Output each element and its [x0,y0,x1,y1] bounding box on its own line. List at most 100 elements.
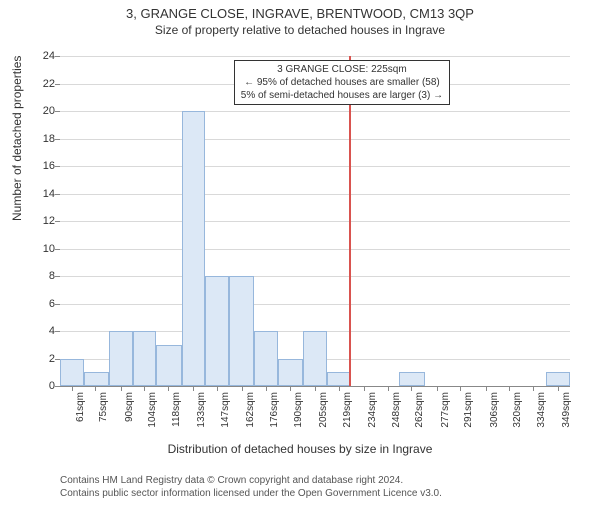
chart-area: 02468101214161820222461sqm75sqm90sqm104s… [60,56,570,386]
ytick-mark [55,249,60,250]
ytick-label: 14 [25,188,55,200]
xtick-label: 205sqm [318,392,329,428]
marker-line [349,56,351,386]
histogram-bar [133,331,157,386]
chart-title: 3, GRANGE CLOSE, INGRAVE, BRENTWOOD, CM1… [0,6,600,21]
xtick-mark [509,386,510,391]
ytick-label: 8 [25,270,55,282]
xtick-mark [364,386,365,391]
xtick-label: 291sqm [463,392,474,428]
xtick-mark [486,386,487,391]
xtick-label: 133sqm [196,392,207,428]
ytick-mark [55,221,60,222]
y-axis-label: Number of detached properties [10,56,24,221]
annotation-box: 3 GRANGE CLOSE: 225sqm← 95% of detached … [234,60,450,105]
xtick-label: 277sqm [440,392,451,428]
xtick-label: 334sqm [536,392,547,428]
xtick-label: 147sqm [220,392,231,428]
copyright: Contains HM Land Registry data © Crown c… [60,474,442,500]
ytick-label: 10 [25,243,55,255]
ytick-label: 18 [25,133,55,145]
ytick-mark [55,194,60,195]
ytick-label: 6 [25,298,55,310]
histogram-bar [229,276,254,386]
gridline-h [60,111,570,112]
histogram-bar [546,372,570,386]
histogram-bar [156,345,181,386]
xtick-label: 234sqm [367,392,378,428]
copyright-line1: Contains HM Land Registry data © Crown c… [60,474,442,487]
xtick-label: 349sqm [561,392,572,428]
ytick-label: 22 [25,78,55,90]
histogram-bar [399,372,424,386]
xtick-label: 176sqm [269,392,280,428]
xtick-mark [144,386,145,391]
xtick-label: 61sqm [75,392,86,422]
histogram-bar [254,331,278,386]
xtick-label: 320sqm [512,392,523,428]
plot: 02468101214161820222461sqm75sqm90sqm104s… [60,56,570,387]
xtick-mark [290,386,291,391]
xtick-label: 75sqm [98,392,109,422]
xtick-mark [266,386,267,391]
xtick-mark [533,386,534,391]
ytick-label: 16 [25,160,55,172]
histogram-bar [278,359,303,387]
ytick-label: 2 [25,353,55,365]
xtick-mark [193,386,194,391]
ytick-label: 0 [25,380,55,392]
chart-subtitle: Size of property relative to detached ho… [0,23,600,37]
xtick-label: 248sqm [391,392,402,428]
gridline-h [60,194,570,195]
ytick-mark [55,304,60,305]
xtick-mark [388,386,389,391]
xtick-mark [242,386,243,391]
xtick-label: 162sqm [245,392,256,428]
histogram-bar [109,331,133,386]
xtick-label: 104sqm [147,392,158,428]
ytick-mark [55,166,60,167]
xtick-mark [72,386,73,391]
gridline-h [60,276,570,277]
gridline-h [60,139,570,140]
gridline-h [60,221,570,222]
annotation-line: 5% of semi-detached houses are larger (3… [241,89,443,102]
xtick-mark [315,386,316,391]
xtick-mark [217,386,218,391]
histogram-bar [303,331,327,386]
gridline-h [60,166,570,167]
xtick-mark [339,386,340,391]
ytick-label: 4 [25,325,55,337]
ytick-mark [55,56,60,57]
xtick-label: 262sqm [414,392,425,428]
xtick-label: 219sqm [342,392,353,428]
xtick-mark [95,386,96,391]
xtick-mark [411,386,412,391]
ytick-label: 12 [25,215,55,227]
xtick-label: 306sqm [489,392,500,428]
histogram-bar [205,276,229,386]
xtick-mark [437,386,438,391]
xtick-label: 90sqm [124,392,135,422]
gridline-h [60,249,570,250]
ytick-mark [55,84,60,85]
copyright-line2: Contains public sector information licen… [60,487,442,500]
xtick-mark [558,386,559,391]
annotation-line: 3 GRANGE CLOSE: 225sqm [241,63,443,76]
histogram-bar [182,111,206,386]
ytick-mark [55,111,60,112]
xtick-label: 118sqm [171,392,182,427]
ytick-label: 20 [25,105,55,117]
ytick-mark [55,331,60,332]
xtick-label: 190sqm [293,392,304,428]
histogram-bar [327,372,351,386]
xtick-mark [168,386,169,391]
histogram-bar [60,359,84,387]
xtick-mark [460,386,461,391]
x-axis-label: Distribution of detached houses by size … [0,442,600,456]
gridline-h [60,56,570,57]
annotation-line: ← 95% of detached houses are smaller (58… [241,76,443,89]
ytick-mark [55,139,60,140]
ytick-mark [55,386,60,387]
gridline-h [60,304,570,305]
